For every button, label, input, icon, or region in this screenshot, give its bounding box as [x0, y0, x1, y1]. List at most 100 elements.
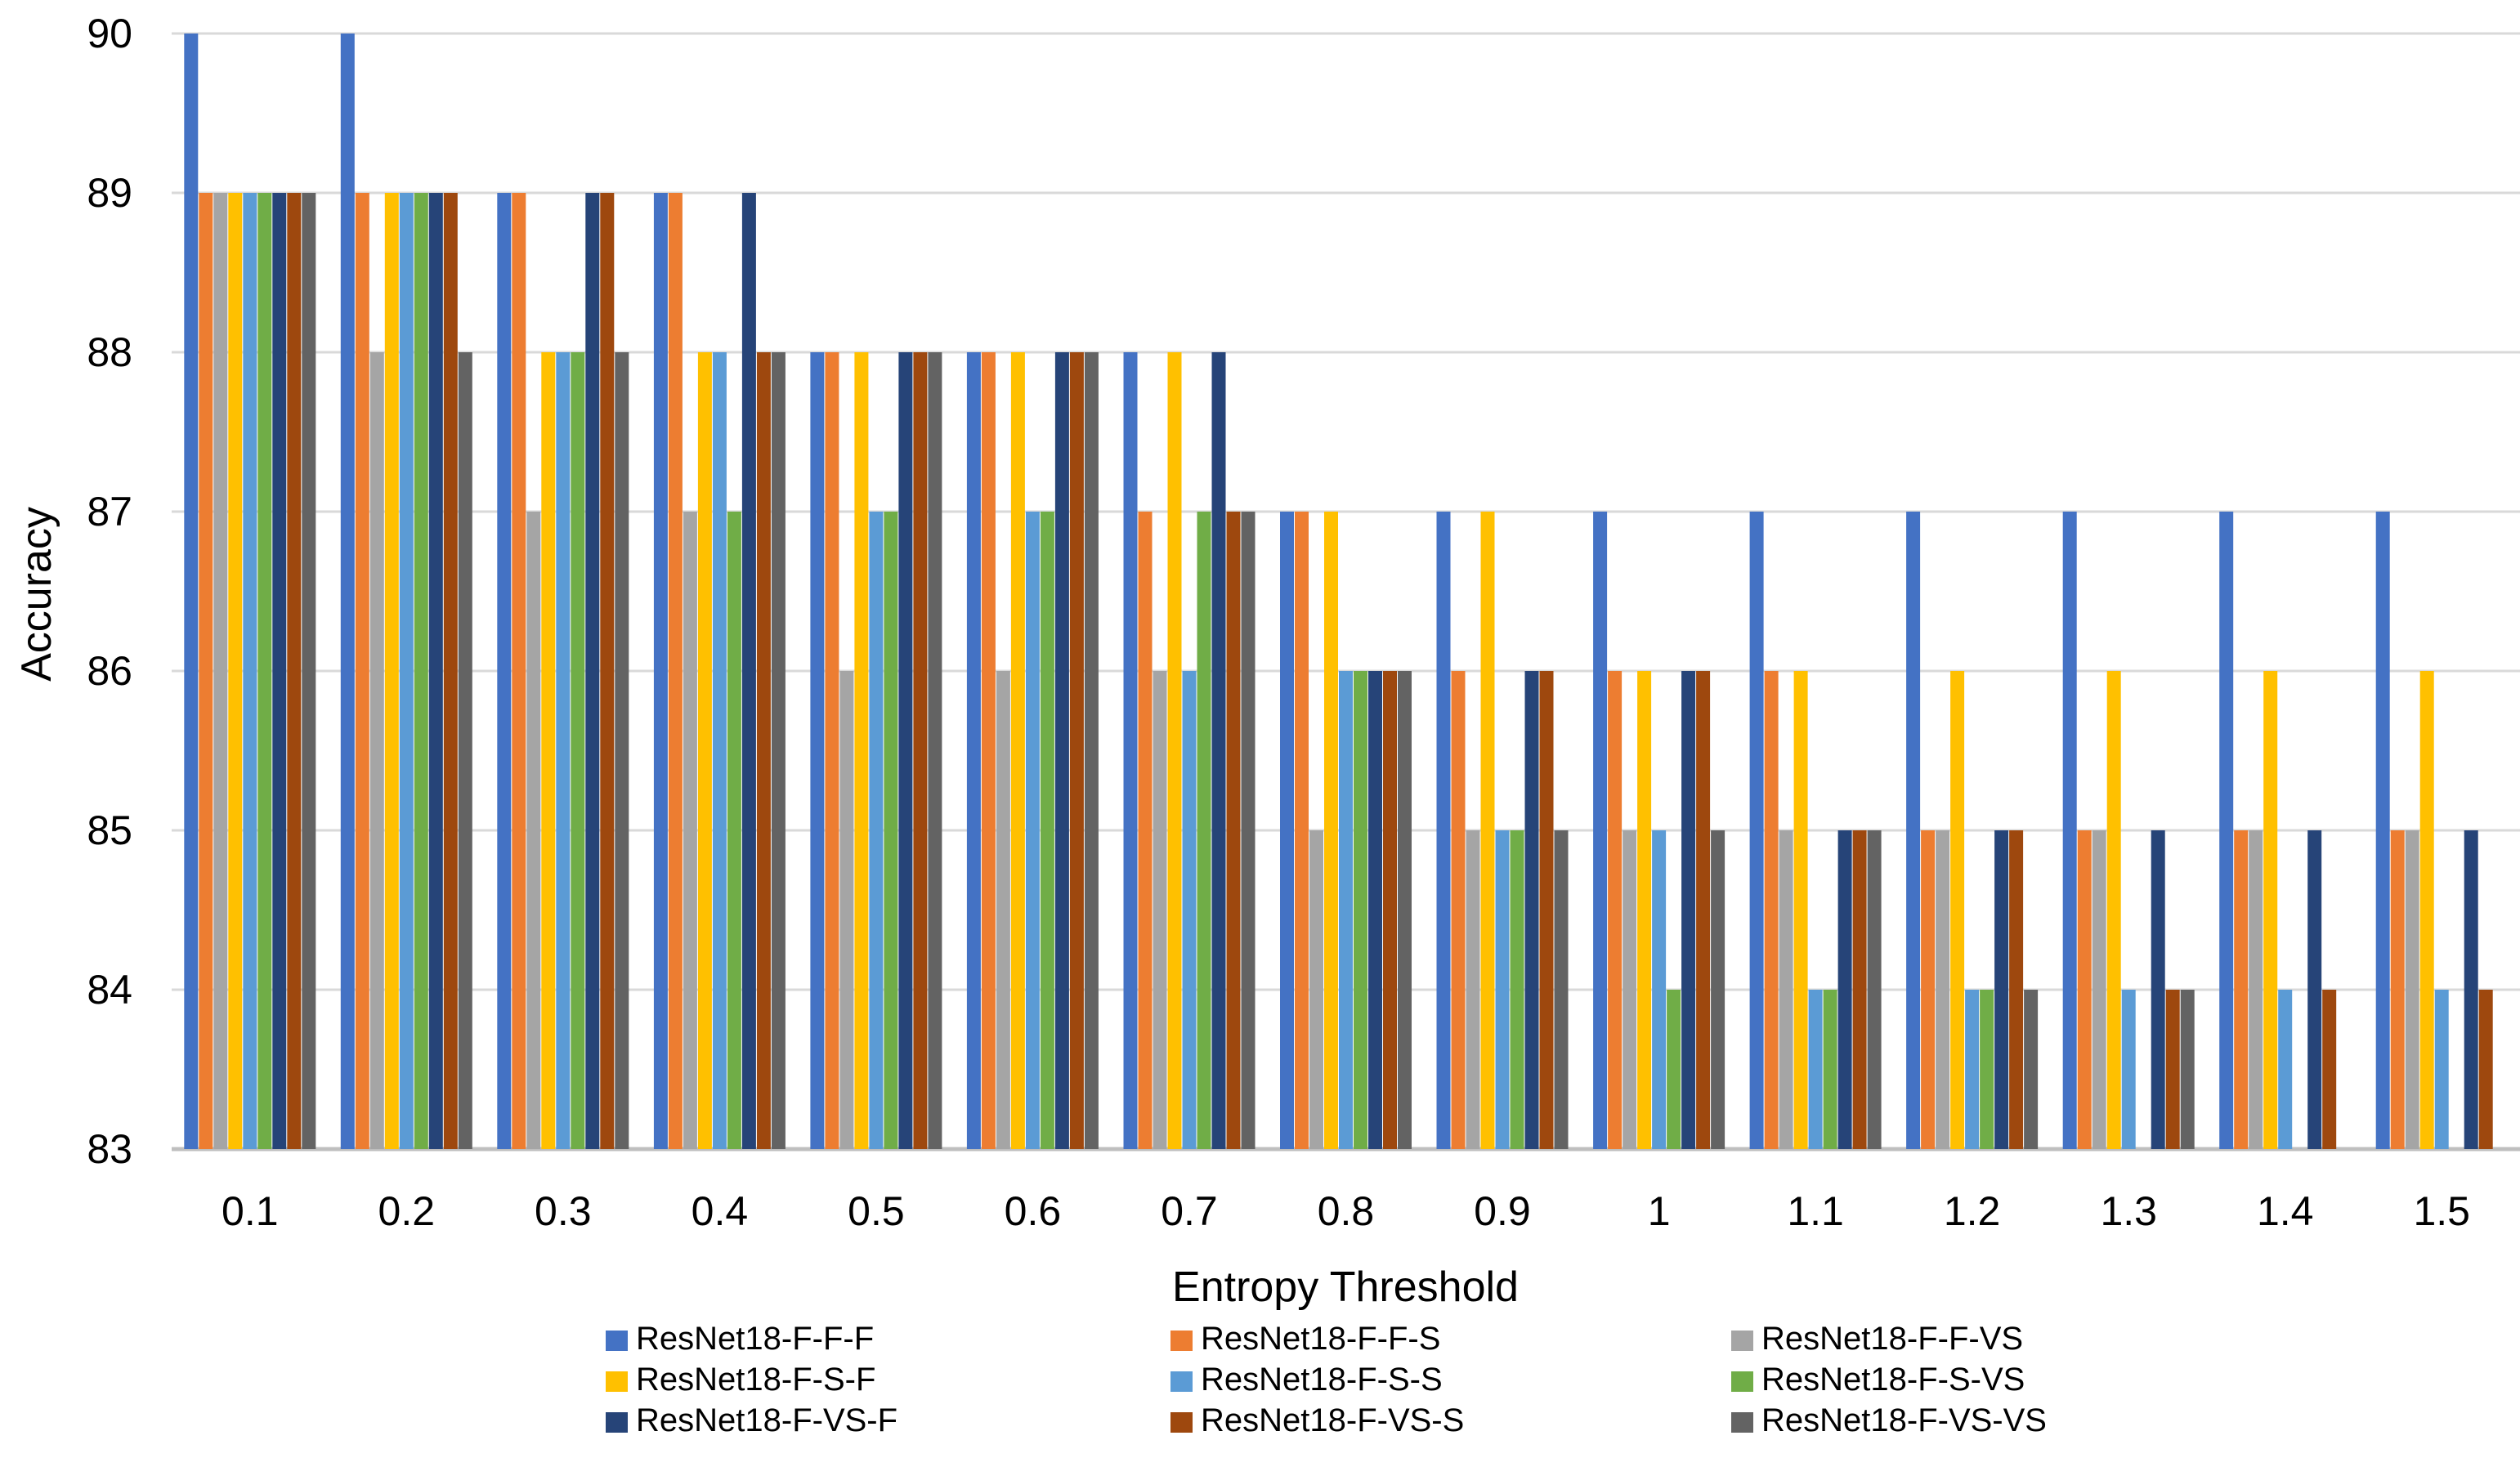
bar-ResNet18-F-F-VS-at-1.3: [2092, 830, 2106, 1149]
x-tick-label-0.5: 0.5: [848, 1188, 905, 1234]
bar-ResNet18-F-S-S-at-0.3: [556, 352, 571, 1149]
bar-ResNet18-F-S-F-at-0.4: [697, 352, 712, 1149]
bar-ResNet18-F-F-F-at-0.7: [1123, 352, 1138, 1149]
legend-swatch: [606, 1371, 628, 1392]
legend-label: ResNet18-F-F-S: [1201, 1321, 1440, 1357]
bar-ResNet18-F-S-VS-at-0.1: [257, 193, 272, 1149]
bar-ResNet18-F-F-S-at-0.7: [1138, 512, 1153, 1149]
bar-ResNet18-F-VS-VS-at-0.9: [1554, 830, 1569, 1149]
bar-ResNet18-F-F-S-at-1: [1608, 671, 1623, 1149]
x-tick-label-0.3: 0.3: [535, 1188, 592, 1234]
bar-ResNet18-F-F-F-at-1.4: [2219, 512, 2234, 1149]
bar-ResNet18-F-VS-S-at-0.8: [1383, 671, 1397, 1149]
bar-ResNet18-F-S-VS-at-0.7: [1197, 512, 1211, 1149]
bar-ResNet18-F-F-S-at-0.3: [512, 193, 526, 1149]
bar-ResNet18-F-S-S-at-1.1: [1808, 990, 1823, 1149]
bar-ResNet18-F-S-F-at-0.9: [1480, 512, 1495, 1149]
bar-ResNet18-F-F-VS-at-0.7: [1153, 671, 1167, 1149]
bar-ResNet18-F-F-F-at-1.1: [1749, 512, 1764, 1149]
bar-ResNet18-F-VS-F-at-1.4: [2307, 830, 2322, 1149]
bar-ResNet18-F-VS-VS-at-0.7: [1241, 512, 1256, 1149]
bar-ResNet18-F-S-VS-at-0.2: [414, 193, 428, 1149]
legend-item-ResNet18-F-S-S: ResNet18-F-S-S: [1170, 1362, 1443, 1398]
bar-ResNet18-F-S-F-at-0.6: [1010, 352, 1025, 1149]
bar-ResNet18-F-S-VS-at-0.6: [1040, 512, 1054, 1149]
bar-ResNet18-F-S-VS-at-1.1: [1823, 990, 1837, 1149]
bar-ResNet18-F-VS-S-at-1.5: [2478, 990, 2493, 1149]
bar-ResNet18-F-F-VS-at-0.4: [683, 512, 697, 1149]
legend-item-ResNet18-F-VS-S: ResNet18-F-VS-S: [1170, 1402, 1464, 1438]
y-axis-title: Accuracy: [13, 507, 60, 682]
bar-ResNet18-F-S-S-at-1.3: [2121, 990, 2136, 1149]
bar-ResNet18-F-VS-VS-at-1.1: [1867, 830, 1882, 1149]
bar-ResNet18-F-F-F-at-1.5: [2375, 512, 2390, 1149]
bar-ResNet18-F-VS-VS-at-0.6: [1084, 352, 1099, 1149]
bar-ResNet18-F-F-S-at-0.2: [355, 193, 369, 1149]
bar-ResNet18-F-VS-S-at-1.4: [2322, 990, 2337, 1149]
bar-ResNet18-F-F-F-at-0.9: [1436, 512, 1451, 1149]
bar-ResNet18-F-VS-S-at-1.3: [2165, 990, 2180, 1149]
legend-swatch: [606, 1412, 628, 1433]
bar-ResNet18-F-F-S-at-0.1: [199, 193, 213, 1149]
bar-ResNet18-F-F-VS-at-1.5: [2405, 830, 2419, 1149]
bar-ResNet18-F-S-VS-at-0.5: [884, 512, 898, 1149]
bar-ResNet18-F-VS-F-at-0.2: [428, 193, 443, 1149]
x-tick-label-0.9: 0.9: [1474, 1188, 1531, 1234]
bar-ResNet18-F-F-VS-at-0.6: [996, 671, 1010, 1149]
bar-ResNet18-F-F-VS-at-1.2: [1936, 830, 1950, 1149]
legend: ResNet18-F-F-F ResNet18-F-F-S ResNet18-F-F…: [606, 1321, 2047, 1438]
bar-ResNet18-F-S-VS-at-0.4: [727, 512, 741, 1149]
bar-ResNet18-F-VS-F-at-0.7: [1211, 352, 1226, 1149]
y-tick-label-83: 83: [87, 1126, 132, 1172]
legend-swatch: [1731, 1412, 1753, 1433]
bar-ResNet18-F-S-S-at-0.8: [1339, 671, 1353, 1149]
bar-ResNet18-F-VS-F-at-1: [1681, 671, 1696, 1149]
bar-ResNet18-F-S-S-at-0.9: [1495, 830, 1510, 1149]
bar-ResNet18-F-VS-F-at-0.5: [898, 352, 913, 1149]
bar-ResNet18-F-F-VS-at-1.1: [1779, 830, 1793, 1149]
legend-label: ResNet18-F-S-F: [636, 1362, 875, 1398]
bar-ResNet18-F-VS-F-at-1.2: [1994, 830, 2009, 1149]
bar-ResNet18-F-F-VS-at-0.9: [1466, 830, 1480, 1149]
x-tick-label-0.8: 0.8: [1318, 1188, 1375, 1234]
y-tick-label-87: 87: [87, 489, 132, 534]
x-axis-tick-labels: 0.1 0.2 0.3 0.4 0.5 0.6 0.7 0.8 0.9 1 1.1 1.2 1.3 1.4…: [222, 1188, 2470, 1234]
bar-ResNet18-F-F-S-at-1.4: [2234, 830, 2249, 1149]
bar-ResNet18-F-VS-VS-at-0.2: [458, 352, 472, 1149]
bar-ResNet18-F-S-VS-at-1.2: [1980, 990, 1994, 1149]
bar-ResNet18-F-F-F-at-0.2: [340, 34, 355, 1149]
bar-ResNet18-F-F-VS-at-0.1: [213, 193, 228, 1149]
bar-ResNet18-F-F-S-at-0.4: [668, 193, 683, 1149]
bar-ResNet18-F-S-F-at-0.8: [1324, 512, 1338, 1149]
x-tick-label-0.4: 0.4: [692, 1188, 749, 1234]
bar-ResNet18-F-VS-VS-at-0.8: [1398, 671, 1412, 1149]
bar-ResNet18-F-F-F-at-0.8: [1280, 512, 1294, 1149]
bar-ResNet18-F-S-S-at-0.6: [1025, 512, 1040, 1149]
bar-ResNet18-F-S-F-at-0.7: [1167, 352, 1182, 1149]
y-tick-label-84: 84: [87, 967, 132, 1013]
bar-ResNet18-F-VS-S-at-0.2: [443, 193, 458, 1149]
bar-series-groups: [184, 34, 2493, 1149]
x-tick-label-0.7: 0.7: [1161, 1188, 1218, 1234]
bar-ResNet18-F-VS-S-at-1.1: [1852, 830, 1867, 1149]
bar-ResNet18-F-S-S-at-0.1: [243, 193, 257, 1149]
bar-ResNet18-F-F-VS-at-0.5: [839, 671, 854, 1149]
bar-ResNet18-F-S-F-at-0.5: [854, 352, 869, 1149]
x-tick-label-1.2: 1.2: [1944, 1188, 2001, 1234]
bar-ResNet18-F-VS-S-at-0.9: [1539, 671, 1554, 1149]
bar-ResNet18-F-VS-VS-at-0.4: [771, 352, 786, 1149]
bar-ResNet18-F-VS-F-at-1.3: [2151, 830, 2165, 1149]
bar-ResNet18-F-S-S-at-1: [1652, 830, 1667, 1149]
bar-ResNet18-F-VS-S-at-1: [1696, 671, 1711, 1149]
legend-item-ResNet18-F-S-VS: ResNet18-F-S-VS: [1731, 1362, 2025, 1398]
legend-label: ResNet18-F-F-VS: [1761, 1321, 2023, 1357]
bar-ResNet18-F-VS-S-at-0.7: [1226, 512, 1241, 1149]
bar-ResNet18-F-VS-S-at-0.6: [1069, 352, 1084, 1149]
bar-ResNet18-F-S-VS-at-0.8: [1354, 671, 1367, 1149]
x-tick-label-1.5: 1.5: [2413, 1188, 2470, 1234]
bar-ResNet18-F-VS-S-at-0.3: [600, 193, 615, 1149]
bar-ResNet18-F-S-VS-at-0.3: [571, 352, 585, 1149]
bar-ResNet18-F-VS-F-at-0.4: [741, 193, 756, 1149]
y-tick-label-89: 89: [87, 170, 132, 216]
